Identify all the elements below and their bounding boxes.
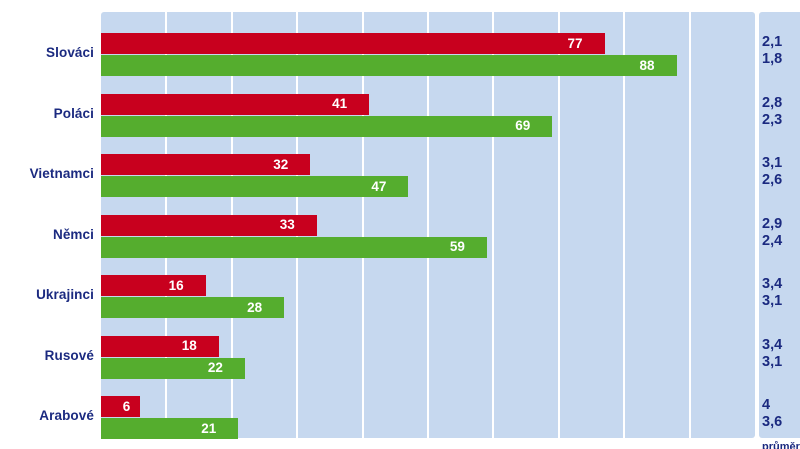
average-value-bottom: 3,6 — [762, 414, 783, 431]
bar-value-label: 59 — [449, 239, 465, 255]
bar-value-label: 77 — [567, 35, 583, 51]
category-label: Rusové — [44, 347, 94, 363]
average-value-top: 3,1 — [762, 155, 783, 171]
bar-value-label: 33 — [279, 217, 295, 233]
bar-red: 18 — [101, 335, 219, 357]
average-value-pair: 2,9 2,4 — [762, 216, 800, 250]
gridline — [557, 12, 560, 438]
bar-red: 6 — [101, 396, 141, 417]
average-value-pair: 3,4 3,1 — [762, 276, 800, 310]
bar-value-label: 16 — [168, 277, 184, 293]
average-value-pair: 3,1 2,6 — [762, 155, 800, 189]
average-value-pair: 2,1 1,8 — [762, 34, 800, 68]
gridline — [688, 12, 691, 438]
average-value-top: 2,9 — [762, 215, 783, 232]
bar-red: 32 — [101, 154, 311, 175]
bar-green: 21 — [101, 418, 239, 439]
bar-value-label: 41 — [332, 96, 348, 112]
average-value-top: 2,8 — [762, 94, 783, 111]
average-value-bottom: 2,6 — [762, 172, 783, 189]
bar-green: 22 — [101, 357, 245, 379]
average-column-background — [759, 12, 800, 438]
bar-red: 41 — [101, 93, 370, 115]
average-value-top: 3,4 — [762, 336, 783, 353]
bar-red: 33 — [101, 214, 317, 236]
average-value-top: 3,4 — [762, 276, 783, 292]
bar-value-label: 32 — [273, 156, 289, 172]
bar-green: 69 — [101, 115, 553, 137]
average-column-caption: průměr — [762, 441, 800, 449]
bar-green: 47 — [101, 176, 409, 197]
bar-value-label: 21 — [201, 420, 217, 436]
average-value-pair: 2,8 2,3 — [762, 95, 800, 129]
average-value-bottom: 1,8 — [762, 51, 783, 68]
category-label: Poláci — [53, 105, 94, 121]
bar-value-label: 69 — [515, 118, 531, 134]
bar-green: 28 — [101, 297, 285, 318]
bar-green: 88 — [101, 55, 677, 76]
bar-value-label: 28 — [247, 299, 263, 315]
bar-value-label: 22 — [207, 360, 223, 376]
average-value-pair: 4 3,6 — [762, 397, 800, 431]
bar-green: 59 — [101, 236, 487, 258]
category-label: Němci — [52, 226, 94, 242]
bar-value-label: 47 — [371, 178, 387, 194]
average-value-bottom: 3,1 — [762, 353, 783, 370]
average-value-top: 2,1 — [762, 34, 783, 50]
bar-red: 77 — [101, 33, 605, 54]
gridline — [492, 12, 495, 438]
average-value-bottom: 3,1 — [762, 293, 783, 310]
bar-value-label: 18 — [181, 338, 197, 354]
average-value-bottom: 2,4 — [762, 232, 783, 249]
bar-value-label: 88 — [639, 57, 655, 73]
average-value-pair: 3,4 3,1 — [762, 337, 800, 371]
gridline — [427, 12, 429, 438]
average-value-top: 4 — [762, 397, 771, 413]
category-label: Ukrajinci — [36, 287, 94, 302]
average-value-bottom: 2,3 — [762, 111, 783, 128]
category-label: Arabové — [39, 408, 94, 423]
gridline — [361, 12, 364, 438]
category-label: Slováci — [46, 45, 94, 60]
bar-red: 16 — [101, 275, 206, 296]
category-label: Vietnamci — [29, 166, 94, 181]
gridline — [623, 12, 626, 438]
bar-value-label: 6 — [122, 398, 131, 414]
